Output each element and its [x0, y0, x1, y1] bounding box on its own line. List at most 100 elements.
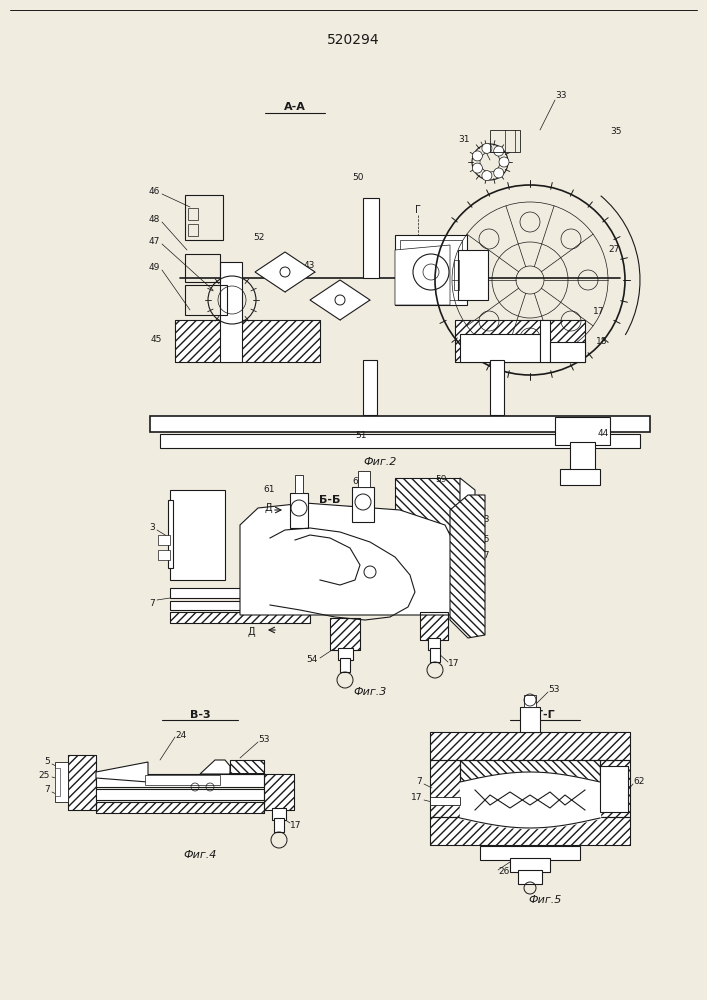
Text: 7: 7 — [416, 778, 422, 786]
Bar — [400, 240, 462, 300]
Bar — [555, 417, 610, 445]
Circle shape — [499, 157, 509, 167]
Bar — [460, 796, 600, 818]
Bar — [430, 817, 630, 845]
Bar — [430, 817, 630, 845]
Text: Фиг.3: Фиг.3 — [354, 687, 387, 697]
Bar — [363, 360, 377, 415]
Text: 25: 25 — [39, 770, 50, 780]
Text: 3: 3 — [149, 524, 155, 532]
Bar — [430, 732, 630, 760]
Circle shape — [364, 566, 376, 578]
Bar — [55, 768, 60, 796]
Text: Д: Д — [264, 503, 272, 513]
Bar — [395, 235, 467, 305]
Text: 7: 7 — [149, 598, 155, 607]
Bar — [290, 493, 308, 528]
Bar — [150, 416, 650, 432]
Bar — [264, 774, 294, 810]
Bar — [185, 285, 227, 315]
Bar — [55, 762, 68, 802]
Circle shape — [493, 146, 503, 156]
Text: Фиг.5: Фиг.5 — [528, 895, 561, 905]
Text: 52: 52 — [254, 233, 265, 242]
Polygon shape — [96, 762, 148, 782]
Text: 47: 47 — [148, 237, 160, 246]
Bar — [560, 469, 600, 485]
Bar — [490, 130, 520, 152]
Text: 61: 61 — [264, 486, 275, 494]
Bar — [168, 500, 173, 568]
Text: 24: 24 — [175, 730, 186, 740]
Text: А-А: А-А — [284, 102, 306, 112]
Bar — [175, 320, 320, 362]
Polygon shape — [450, 495, 485, 638]
Bar — [330, 618, 360, 650]
Bar — [570, 442, 595, 470]
Bar — [274, 818, 284, 832]
Text: 53: 53 — [478, 516, 489, 524]
Text: 50: 50 — [352, 174, 363, 182]
Bar — [272, 808, 286, 820]
Text: 18: 18 — [596, 338, 607, 347]
Text: 27: 27 — [608, 245, 619, 254]
Bar — [175, 320, 320, 362]
Text: 51: 51 — [355, 430, 366, 440]
Bar — [185, 195, 223, 240]
Text: 33: 33 — [555, 91, 566, 100]
Bar — [520, 707, 540, 732]
Text: 17: 17 — [593, 308, 604, 316]
Bar — [455, 320, 585, 362]
Text: В-3: В-3 — [189, 710, 210, 720]
Text: 5: 5 — [45, 758, 50, 766]
Text: 46: 46 — [148, 188, 160, 196]
Text: 55: 55 — [478, 536, 489, 544]
Polygon shape — [395, 245, 450, 305]
Bar — [460, 760, 600, 782]
Text: 49: 49 — [148, 263, 160, 272]
Bar — [188, 208, 198, 220]
Text: 48: 48 — [148, 216, 160, 225]
Bar — [188, 224, 198, 236]
Bar — [430, 760, 460, 817]
Bar — [158, 535, 170, 545]
Bar — [458, 250, 488, 300]
Bar — [490, 360, 504, 415]
Bar — [338, 648, 353, 660]
Text: 43: 43 — [303, 261, 315, 270]
Bar — [185, 254, 220, 282]
Text: 54: 54 — [307, 656, 318, 664]
Text: 62: 62 — [633, 778, 644, 786]
Text: 35: 35 — [610, 127, 621, 136]
Bar — [480, 846, 580, 860]
Circle shape — [472, 163, 482, 173]
Circle shape — [493, 168, 503, 178]
Polygon shape — [240, 503, 455, 615]
Bar — [96, 802, 264, 813]
Bar — [518, 870, 542, 884]
Bar — [295, 475, 303, 493]
Bar — [550, 342, 585, 362]
Text: 17: 17 — [290, 820, 301, 830]
Text: Б-Б: Б-Б — [320, 495, 341, 505]
Bar — [96, 802, 264, 813]
Bar — [264, 774, 294, 810]
Circle shape — [472, 151, 482, 161]
Bar — [454, 260, 459, 290]
Bar — [230, 760, 264, 774]
Text: 45: 45 — [151, 336, 162, 344]
Text: Фиг.4: Фиг.4 — [183, 850, 216, 860]
Bar — [96, 789, 264, 800]
Bar — [96, 774, 264, 787]
Bar — [430, 732, 630, 760]
Bar — [510, 858, 550, 872]
Bar — [170, 588, 310, 598]
Bar — [420, 612, 448, 640]
Polygon shape — [255, 252, 315, 292]
Bar — [358, 471, 370, 487]
Bar — [160, 434, 640, 448]
Text: 53: 53 — [548, 686, 559, 694]
Bar — [363, 198, 379, 278]
Bar — [428, 638, 440, 650]
Text: 520294: 520294 — [327, 33, 380, 47]
